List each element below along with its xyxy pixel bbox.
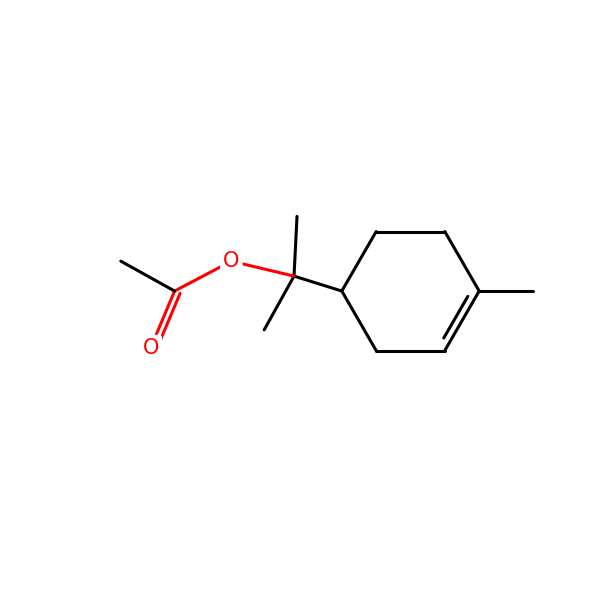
Text: O: O — [223, 251, 239, 271]
Text: O: O — [143, 338, 159, 358]
